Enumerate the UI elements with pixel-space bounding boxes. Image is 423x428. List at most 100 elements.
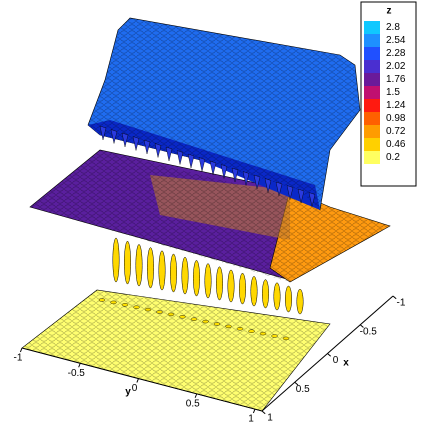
y-tick (136, 378, 139, 383)
tooth (242, 171, 250, 186)
colorbar-swatch (364, 47, 380, 60)
y-axis-line (21, 347, 263, 412)
x-tick-label: 0.5 (296, 384, 310, 395)
tooth (198, 157, 206, 172)
rod (227, 269, 235, 303)
colorbar-label: 0.72 (386, 126, 406, 137)
dot (190, 317, 198, 321)
colorbar-label: 1.76 (386, 74, 406, 85)
y-tick (194, 393, 198, 398)
tooth (264, 178, 272, 193)
colorbar-title: z (387, 6, 392, 17)
colorbar-label: 0.98 (386, 113, 406, 124)
rod (216, 266, 223, 301)
colorbar-label: 2.8 (386, 22, 400, 33)
dot (167, 312, 175, 317)
x-tick (359, 324, 364, 328)
tooth (308, 192, 316, 207)
rod (262, 279, 269, 309)
rod (296, 288, 304, 315)
y-tick-label: 0 (132, 383, 138, 394)
dot (98, 298, 106, 302)
colorbar-swatch (364, 34, 380, 47)
tooth (143, 139, 151, 155)
colorbar-swatch (364, 125, 380, 138)
surface (21, 17, 391, 412)
tooth (231, 167, 239, 183)
dot (179, 315, 186, 319)
x-axis-label: x (343, 358, 349, 369)
rod (193, 260, 200, 297)
rod (112, 237, 120, 283)
rod (273, 282, 281, 311)
dot (259, 331, 267, 336)
y-axis-label: y (125, 387, 131, 398)
colorbar-label: 1.5 (386, 87, 400, 98)
colorbar-label: 2.02 (386, 61, 406, 72)
colorbar-label: 0.46 (386, 139, 406, 150)
x-tick-label: 1 (267, 413, 273, 423)
dot (213, 322, 221, 326)
tooth (99, 125, 107, 141)
colorbar-label: 0.2 (386, 152, 400, 163)
colorbar-swatch (364, 73, 380, 86)
y-tick (78, 363, 81, 368)
tooth (286, 185, 294, 200)
y-tick-label: 0.5 (186, 398, 200, 409)
rod (135, 244, 143, 287)
y-tick (252, 408, 256, 414)
dot (225, 324, 232, 329)
x-tick (294, 381, 299, 386)
rod (147, 247, 154, 289)
dot (144, 307, 152, 312)
y-tick-label: -1 (14, 353, 23, 364)
tooth (132, 136, 140, 151)
rod (124, 240, 131, 285)
dot (133, 305, 140, 309)
x-tick (261, 410, 266, 415)
tooth (209, 160, 217, 176)
colorbar-swatch (364, 60, 380, 73)
y-tick-label: 1 (248, 414, 254, 423)
rod (239, 272, 246, 305)
dot (271, 334, 278, 338)
tooth (297, 188, 305, 204)
tooth (187, 153, 195, 169)
tooth (275, 181, 283, 197)
rod (158, 250, 166, 291)
colorbar-swatch (364, 151, 380, 164)
y-tick-label: -0.5 (68, 368, 86, 379)
x-tick-label: -1 (397, 298, 406, 309)
x-tick (392, 295, 397, 300)
colorbar-swatch (364, 99, 380, 112)
colorbar-swatch (364, 112, 380, 125)
colorbar-swatch (364, 86, 380, 99)
colorbar-label: 2.28 (386, 48, 406, 59)
rod (170, 253, 177, 293)
rod (204, 263, 212, 299)
colorbar-label: 2.54 (386, 35, 406, 46)
tooth (220, 164, 228, 179)
dot (282, 336, 290, 341)
rod (250, 276, 258, 307)
rod (285, 285, 292, 313)
tooth (121, 132, 129, 148)
tooth (110, 129, 118, 144)
x-tick-label: -0.5 (360, 326, 378, 337)
colorbar-swatch (364, 138, 380, 151)
dot (156, 310, 163, 314)
colorbar-label: 1.24 (386, 100, 406, 111)
rod (181, 256, 189, 295)
dot (236, 327, 244, 331)
tooth (154, 143, 162, 158)
dot (110, 300, 117, 305)
colorbar-swatch (364, 21, 380, 34)
y-tick (19, 347, 23, 353)
tooth (176, 150, 184, 165)
x-tick-label: 0 (333, 355, 339, 366)
tooth (165, 146, 173, 162)
x-tick (327, 353, 332, 357)
tooth (253, 174, 261, 190)
dot (248, 329, 255, 333)
